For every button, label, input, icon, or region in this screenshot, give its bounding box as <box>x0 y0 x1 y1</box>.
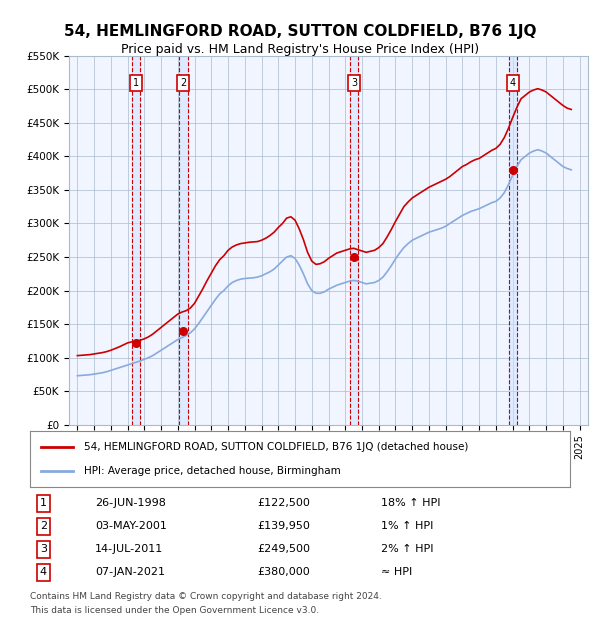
Text: This data is licensed under the Open Government Licence v3.0.: This data is licensed under the Open Gov… <box>30 606 319 616</box>
Text: 2% ↑ HPI: 2% ↑ HPI <box>381 544 433 554</box>
Bar <box>509 56 517 425</box>
Text: 54, HEMLINGFORD ROAD, SUTTON COLDFIELD, B76 1JQ (detached house): 54, HEMLINGFORD ROAD, SUTTON COLDFIELD, … <box>84 441 469 451</box>
Text: 4: 4 <box>510 78 516 87</box>
Point <box>349 252 359 262</box>
Text: 3: 3 <box>351 78 357 87</box>
Text: HPI: Average price, detached house, Birmingham: HPI: Average price, detached house, Birm… <box>84 466 341 476</box>
Text: Contains HM Land Registry data © Crown copyright and database right 2024.: Contains HM Land Registry data © Crown c… <box>30 592 382 601</box>
Text: Price paid vs. HM Land Registry's House Price Index (HPI): Price paid vs. HM Land Registry's House … <box>121 43 479 56</box>
Text: £249,500: £249,500 <box>257 544 310 554</box>
Text: 26-JUN-1998: 26-JUN-1998 <box>95 498 166 508</box>
Text: 14-JUL-2011: 14-JUL-2011 <box>95 544 163 554</box>
Text: 2: 2 <box>180 78 187 87</box>
Point <box>131 337 140 347</box>
Point <box>179 326 188 336</box>
Text: £380,000: £380,000 <box>257 567 310 577</box>
Text: £139,950: £139,950 <box>257 521 310 531</box>
Text: 07-JAN-2021: 07-JAN-2021 <box>95 567 165 577</box>
Text: 3: 3 <box>40 544 47 554</box>
Text: 1: 1 <box>133 78 139 87</box>
Text: 2: 2 <box>40 521 47 531</box>
Text: 03-MAY-2001: 03-MAY-2001 <box>95 521 167 531</box>
Bar <box>132 56 140 425</box>
Text: 18% ↑ HPI: 18% ↑ HPI <box>381 498 440 508</box>
Text: 4: 4 <box>40 567 47 577</box>
Text: 1: 1 <box>40 498 47 508</box>
Text: 54, HEMLINGFORD ROAD, SUTTON COLDFIELD, B76 1JQ: 54, HEMLINGFORD ROAD, SUTTON COLDFIELD, … <box>64 24 536 38</box>
Bar <box>350 56 358 425</box>
Text: £122,500: £122,500 <box>257 498 310 508</box>
Bar <box>179 56 188 425</box>
Text: ≈ HPI: ≈ HPI <box>381 567 412 577</box>
Text: 1% ↑ HPI: 1% ↑ HPI <box>381 521 433 531</box>
Point <box>508 165 518 175</box>
